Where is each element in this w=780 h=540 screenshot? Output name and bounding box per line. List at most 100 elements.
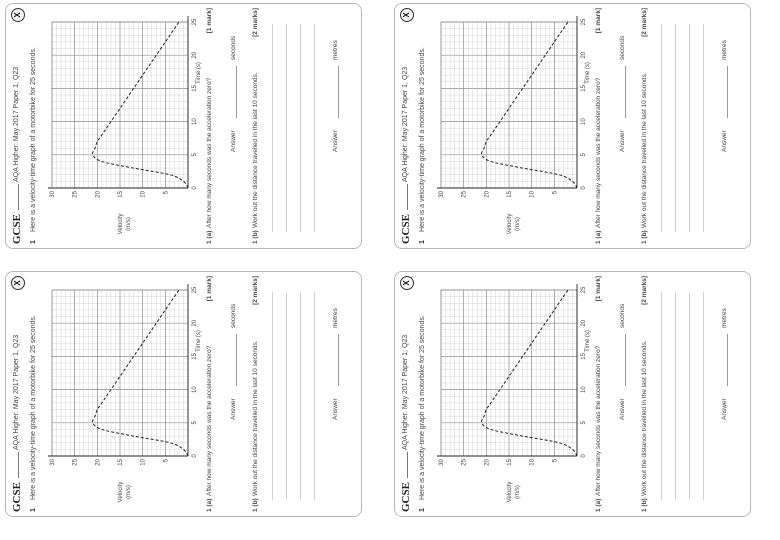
working-line[interactable] <box>675 292 676 500</box>
question-intro: Here is a velocity-time graph of a motor… <box>419 47 426 232</box>
velocity-curve <box>481 21 578 189</box>
x-tick-label: 15 <box>192 352 198 359</box>
answer-label: Answer <box>230 130 237 152</box>
header-rule <box>407 452 408 478</box>
y-tick-label: 10 <box>530 458 536 465</box>
answer-line[interactable] <box>625 66 626 118</box>
part-b-number: 1 (b) <box>252 230 259 244</box>
answer-line[interactable] <box>338 334 339 386</box>
working-line[interactable] <box>272 292 273 500</box>
working-line[interactable] <box>272 24 273 232</box>
y-tick-label: 10 <box>530 190 536 197</box>
answer-row-a[interactable]: Answer seconds <box>619 276 629 512</box>
part-a-text: After how many seconds was the accelerat… <box>595 77 602 228</box>
crossed-circle-logo-icon: X <box>400 8 414 22</box>
question-source: AQA Higher: May 2017 Paper 1, Q23 <box>13 66 20 182</box>
answer-line[interactable] <box>236 334 237 386</box>
answer-row-b[interactable]: Answer metres <box>721 276 731 512</box>
velocity-time-chart: Velocity (m/s) Time (s) 0 5 10 15 20 25 … <box>48 16 202 235</box>
answer-line[interactable] <box>727 66 728 118</box>
answer-line[interactable] <box>236 66 237 118</box>
y-tick-label: 20 <box>95 458 101 465</box>
y-tick-labels: 5 10 15 20 25 30 <box>50 458 169 465</box>
worksheet-header: GCSE AQA Higher: May 2017 Paper 1, Q23 X <box>400 8 414 244</box>
x-tick-label: 10 <box>581 386 587 393</box>
worksheet-page: GCSE AQA Higher: May 2017 Paper 1, Q23 X… <box>6 272 361 516</box>
x-axis-label: Time (s) <box>196 62 202 84</box>
part-b-marks: [2 marks] <box>641 276 648 305</box>
x-axis-label: Time (s) <box>196 330 202 352</box>
x-tick-label: 15 <box>581 352 587 359</box>
question-part-b: 1 (b) Work out the distance travelled in… <box>641 8 651 244</box>
x-tick-label: 15 <box>581 84 587 91</box>
velocity-curve <box>92 289 189 457</box>
answer-row-a[interactable]: Answer seconds <box>619 8 629 244</box>
working-line[interactable] <box>300 292 301 500</box>
working-line[interactable] <box>300 24 301 232</box>
working-line[interactable] <box>286 24 287 232</box>
y-tick-label: 5 <box>163 190 169 194</box>
x-tick-labels: 0 5 10 15 20 25 <box>581 18 587 190</box>
worksheet-card: GCSE AQA Higher: May 2017 Paper 1, Q23 X… <box>5 3 362 249</box>
answer-row-b[interactable]: Answer metres <box>332 276 342 512</box>
question-intro: Here is a velocity-time graph of a motor… <box>30 315 37 500</box>
working-line[interactable] <box>689 24 690 232</box>
y-axis-label: Velocity <box>507 482 513 503</box>
answer-row-b[interactable]: Answer metres <box>332 8 342 244</box>
answer-line[interactable] <box>727 334 728 386</box>
x-tick-label: 15 <box>192 84 198 91</box>
worksheet-header: GCSE AQA Higher: May 2017 Paper 1, Q23 X <box>11 8 25 244</box>
question-intro: Here is a velocity-time graph of a motor… <box>419 315 426 500</box>
worksheet-card: GCSE AQA Higher: May 2017 Paper 1, Q23 X… <box>5 271 362 517</box>
y-tick-label: 5 <box>552 458 558 462</box>
worksheet-page: GCSE AQA Higher: May 2017 Paper 1, Q23 X… <box>395 272 750 516</box>
x-axis-label: Time (s) <box>585 62 591 84</box>
question-part-b: 1 (b) Work out the distance travelled in… <box>252 8 262 244</box>
velocity-curve <box>481 289 578 457</box>
part-b-marks: [2 marks] <box>641 8 648 37</box>
answer-line[interactable] <box>338 66 339 118</box>
question-part-a: 1 (a) After how many seconds was the acc… <box>206 276 216 512</box>
working-line[interactable] <box>661 24 662 232</box>
y-axis-title: Velocity (m/s) <box>507 214 521 235</box>
graph-grid <box>48 284 189 457</box>
y-tick-label: 25 <box>462 458 468 465</box>
answer-line[interactable] <box>625 334 626 386</box>
velocity-time-graph: Velocity (m/s) Time (s) 0 5 10 15 20 25 … <box>44 278 202 508</box>
x-tick-label: 25 <box>581 286 587 293</box>
working-line[interactable] <box>689 292 690 500</box>
y-axis-unit: (m/s) <box>126 485 132 499</box>
y-axis-label: Velocity <box>507 214 513 235</box>
y-tick-label: 25 <box>73 458 79 465</box>
question-number: 1 <box>419 240 426 244</box>
answer-row-b[interactable]: Answer metres <box>721 8 731 244</box>
header-rule <box>18 452 19 478</box>
working-line[interactable] <box>286 292 287 500</box>
answer-row-a[interactable]: Answer seconds <box>230 276 240 512</box>
x-tick-label: 20 <box>192 319 198 326</box>
working-line[interactable] <box>675 24 676 232</box>
answer-label: Answer <box>332 398 339 420</box>
velocity-time-graph: Velocity (m/s) Time (s) 0 5 10 15 20 25 … <box>44 10 202 240</box>
working-line[interactable] <box>661 292 662 500</box>
working-line[interactable] <box>314 292 315 500</box>
answer-row-a[interactable]: Answer seconds <box>230 8 240 244</box>
y-axis-unit: (m/s) <box>126 217 132 231</box>
working-line[interactable] <box>703 292 704 500</box>
part-b-marks: [2 marks] <box>252 8 259 37</box>
answer-unit: metres <box>721 40 728 60</box>
part-a-number: 1 (a) <box>595 230 602 244</box>
working-line[interactable] <box>703 24 704 232</box>
x-tick-label: 20 <box>581 319 587 326</box>
part-b-number: 1 (b) <box>641 230 648 244</box>
answer-unit: seconds <box>619 303 626 328</box>
y-tick-label: 25 <box>73 190 79 197</box>
part-a-text: After how many seconds was the accelerat… <box>206 345 213 496</box>
worksheet-page: GCSE AQA Higher: May 2017 Paper 1, Q23 X… <box>395 4 750 248</box>
x-tick-label: 0 <box>192 454 198 458</box>
y-tick-label: 30 <box>439 458 445 465</box>
y-axis-label: Velocity <box>118 214 124 235</box>
part-a-text: After how many seconds was the accelerat… <box>595 345 602 496</box>
question-part-a: 1 (a) After how many seconds was the acc… <box>595 8 605 244</box>
working-line[interactable] <box>314 24 315 232</box>
